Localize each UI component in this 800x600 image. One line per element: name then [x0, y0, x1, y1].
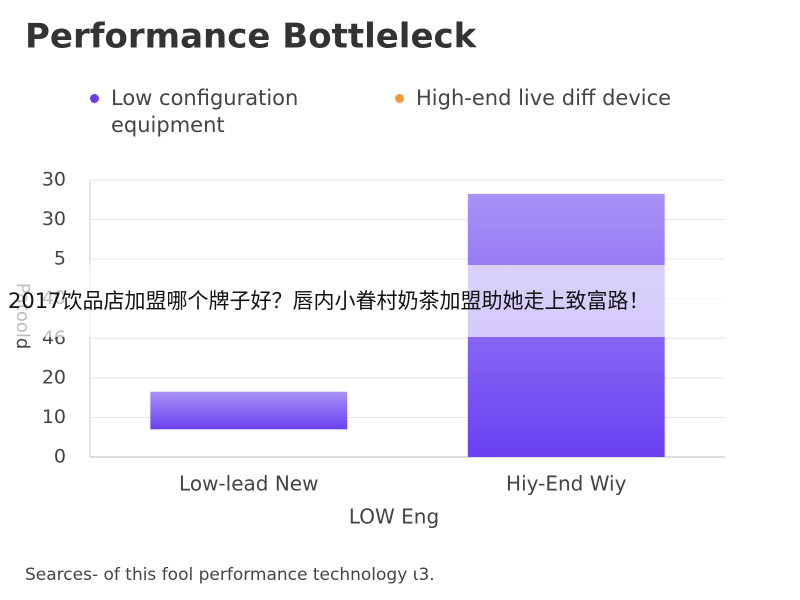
footnote: Searces- of this fool performance techno…: [25, 565, 435, 585]
legend-label: High-end live diff device: [416, 86, 672, 110]
y-tick-label: 30: [42, 169, 66, 191]
x-axis-label: LOW Eng: [349, 505, 439, 529]
overlay-banner: 2017饮品店加盟哪个牌子好？唇内小眷村奶茶加盟助她走上致富路！: [0, 265, 800, 337]
legend-swatch: [90, 94, 99, 103]
y-tick-label: 30: [42, 208, 66, 230]
x-tick-label: Hiy-End Wiy: [506, 472, 627, 496]
y-tick-label: 20: [42, 366, 66, 388]
x-tick-label: Low-lead New: [179, 472, 318, 496]
y-tick-label: 10: [42, 406, 66, 428]
legend-label: Low configuration equipment: [111, 86, 299, 137]
bar: [150, 391, 348, 430]
y-tick-label: 0: [54, 446, 66, 468]
legend-item: High-end live diff device: [395, 85, 755, 112]
legend-swatch: [395, 94, 404, 103]
y-tick-label: 5: [54, 248, 66, 270]
legend-item: Low configuration equipment: [90, 85, 360, 139]
chart-title: Performance Bottleleck: [25, 17, 478, 57]
